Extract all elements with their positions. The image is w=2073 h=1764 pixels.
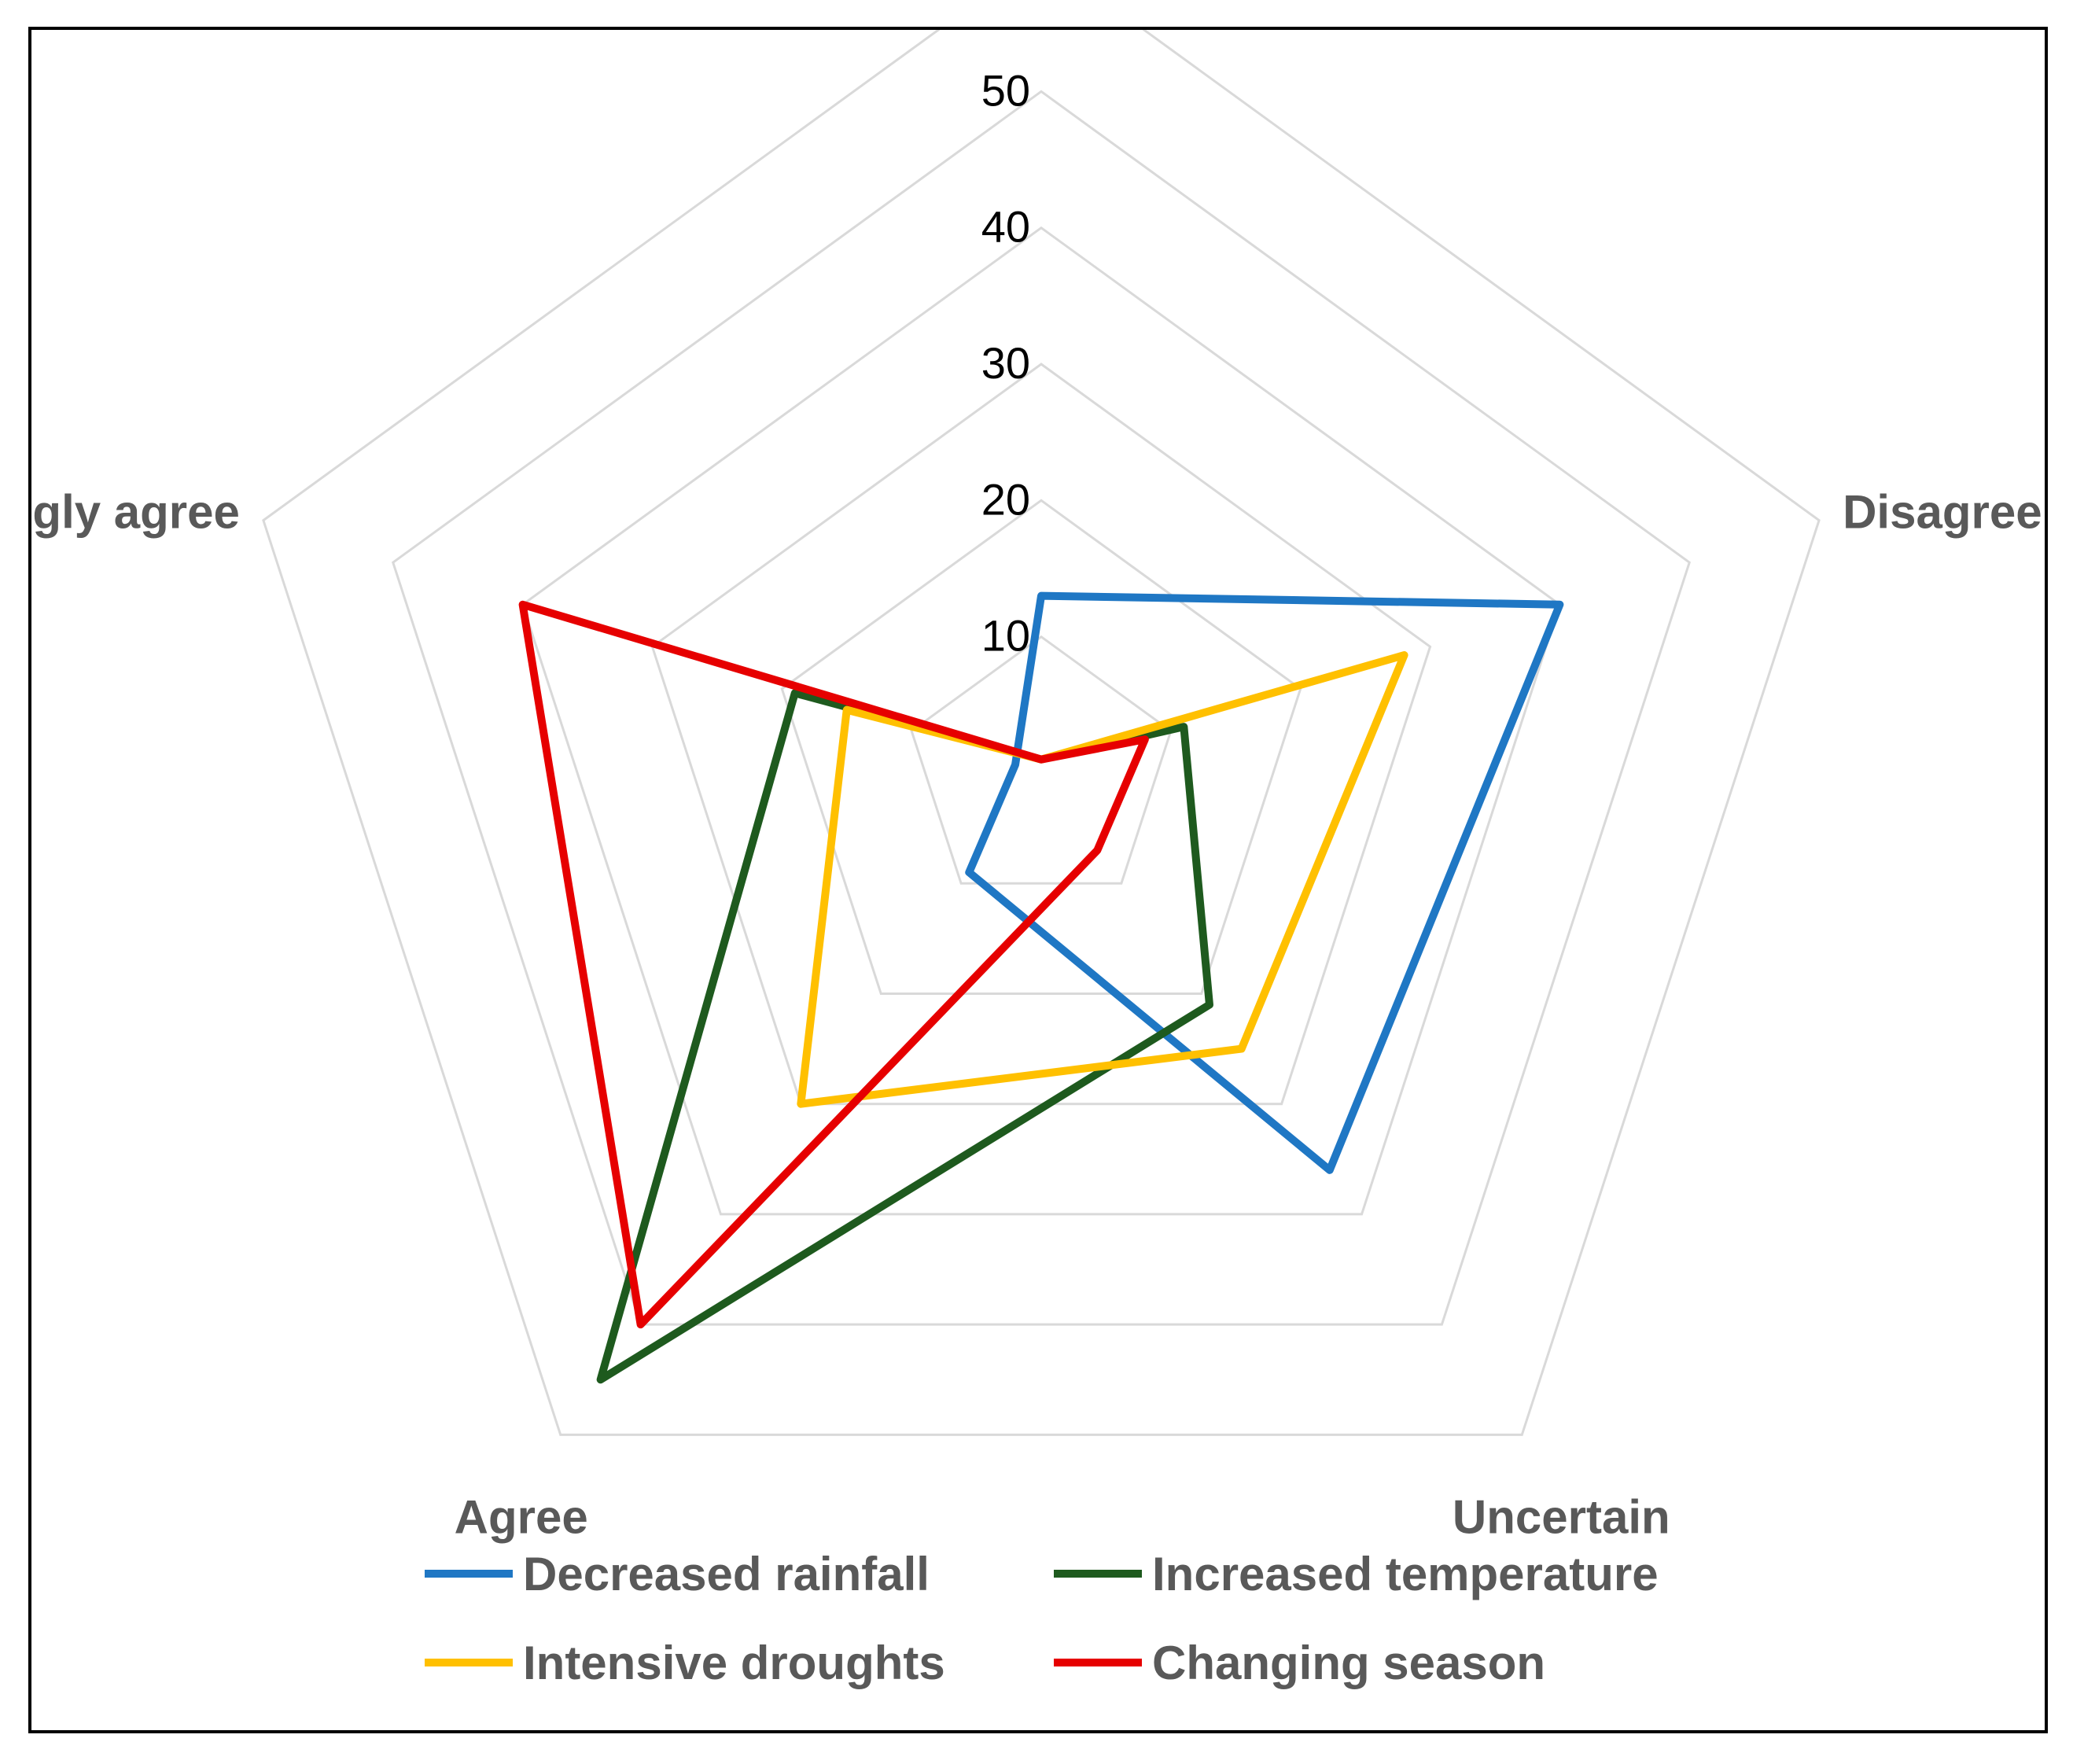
- grid-ring-10: [910, 635, 1173, 885]
- grid-ring-20: [780, 499, 1302, 995]
- grid-ring-40: [521, 226, 1562, 1216]
- series-decreased-rainfall: [965, 591, 1564, 1174]
- legend-label-decreased-rainfall: Decreased rainfall: [523, 1548, 930, 1600]
- tick-label-20: 20: [981, 474, 1030, 524]
- tick-label-10: 10: [981, 611, 1030, 661]
- tick-label-30: 30: [981, 338, 1030, 388]
- radar-series-group: [518, 591, 1564, 1384]
- radar-grid: [262, 30, 1821, 1436]
- series-increased-temperature: [596, 689, 1213, 1384]
- category-label-uncertain: Uncertain: [1453, 1490, 1670, 1543]
- radar-category-labels: Strongly disagreeDisagreeUncertainAgreeS…: [31, 486, 2042, 1544]
- series-changing-season: [518, 600, 1149, 1329]
- chart-legend: Decreased rainfall Increased temperature I…: [425, 1548, 1659, 1689]
- legend-label-increased-temperature: Increased temperature: [1152, 1548, 1659, 1600]
- category-label-disagree: Disagree: [1843, 486, 2042, 539]
- legend-label-intensive-droughts: Intensive droughts: [523, 1637, 945, 1689]
- category-label-agree: Agree: [455, 1490, 588, 1543]
- legend-label-changing-season: Changing season: [1152, 1637, 1545, 1689]
- series-intensive-droughts: [797, 651, 1408, 1108]
- category-label-strongly-agree: Strongly agree: [31, 486, 240, 539]
- tick-label-40: 40: [981, 202, 1030, 252]
- grid-ring-50: [391, 90, 1692, 1326]
- grid-ring-60: [262, 30, 1821, 1436]
- chart-frame: 102030405060 Strongly disagreeDisagreeUn…: [28, 27, 2048, 1733]
- radar-tick-labels: 102030405060: [981, 65, 1030, 661]
- radar-chart: 102030405060 Strongly disagreeDisagreeUn…: [31, 30, 2042, 1689]
- tick-label-50: 50: [981, 65, 1030, 115]
